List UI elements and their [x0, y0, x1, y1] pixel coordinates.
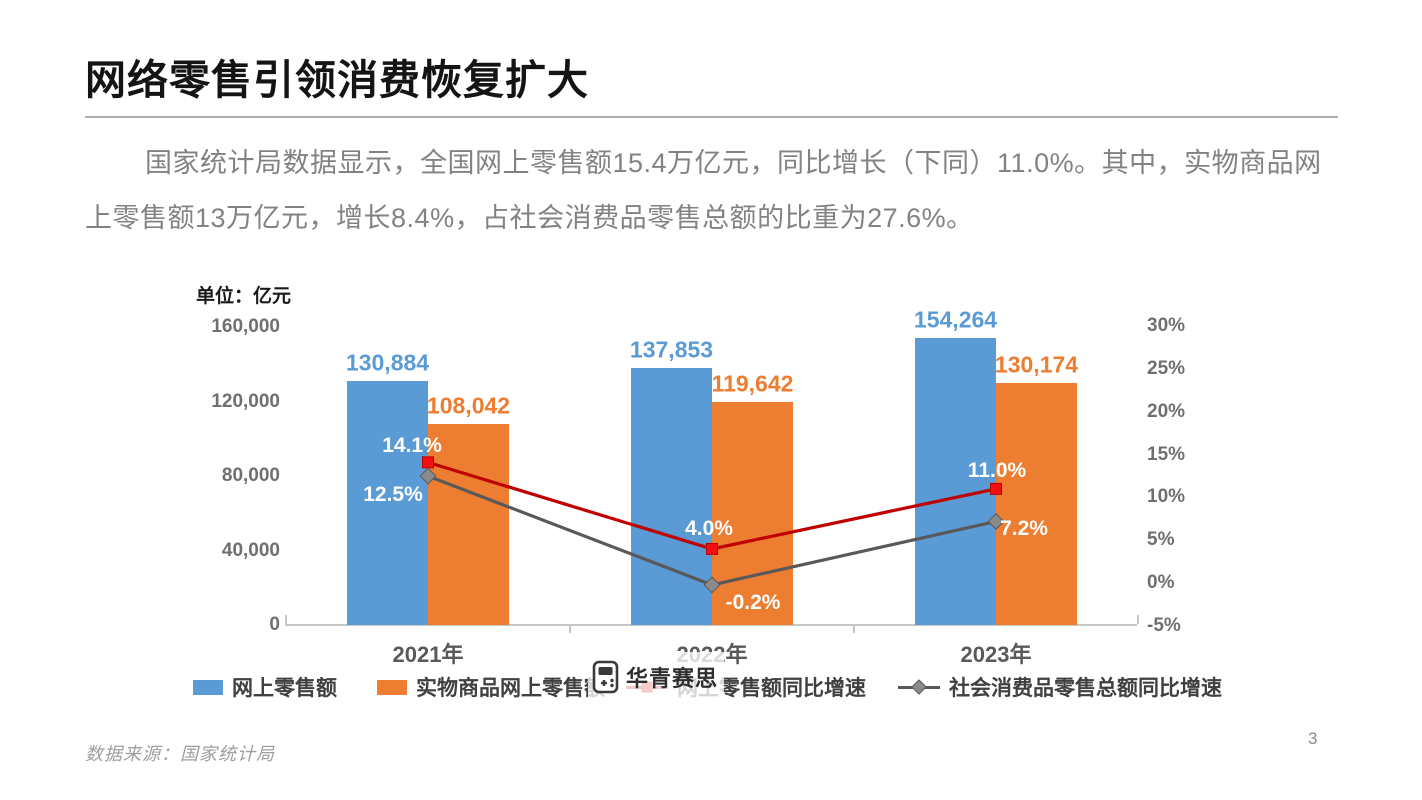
left-axis-tick-label: 40,000 — [221, 539, 280, 561]
line-point-label: 14.1% — [382, 434, 442, 458]
title-divider — [85, 116, 1338, 118]
right-axis-tick-label: 5% — [1147, 529, 1175, 551]
line-point-label: 4.0% — [685, 516, 733, 540]
chart-legend: 网上零售额 实物商品网上零售额 网上零售额同比增速 社会消费品零售总额同比增速 — [0, 672, 1422, 704]
watermark: 华青赛思 — [588, 652, 725, 702]
bar-value-label: 137,853 — [629, 336, 714, 363]
right-axis-tick-label: 0% — [1147, 572, 1175, 594]
line-point-label: -0.2% — [725, 590, 781, 614]
summary-paragraph: 国家统计局数据显示，全国网上零售额15.4万亿元，同比增长（下同）11.0%。其… — [85, 148, 1322, 233]
legend-swatch-bar — [193, 679, 223, 695]
calculator-logo-icon — [592, 659, 619, 695]
x-axis-line — [285, 624, 1137, 626]
page-number: 3 — [1308, 729, 1318, 748]
x-axis-tick — [285, 615, 287, 624]
x-axis-category-label: 2023年 — [960, 642, 1032, 667]
right-axis-tick-label: 30% — [1147, 315, 1186, 336]
x-axis-category-label: 2021年 — [392, 642, 464, 667]
line-point-label: 11.0% — [967, 458, 1027, 482]
left-axis-tick-label: 0 — [269, 614, 280, 635]
chart-unit-label: 单位：亿元 — [196, 286, 292, 307]
watermark-text: 华青赛思 — [626, 666, 719, 691]
bar-value-label: 154,264 — [913, 306, 998, 333]
legend-label: 社会消费品零售总额同比增速 — [949, 677, 1222, 700]
legend-label: 网上零售额同比增速 — [677, 677, 866, 700]
legend-label: 实物商品网上零售额 — [416, 677, 605, 700]
bar-value-label: 130,884 — [345, 349, 430, 376]
right-axis-tick-label: 20% — [1147, 400, 1186, 422]
data-source-note: 数据来源：国家统计局 — [85, 744, 275, 764]
bar-value-label: 130,174 — [994, 351, 1079, 378]
bar-value-label: 108,042 — [426, 392, 511, 419]
x-axis-tick — [569, 626, 571, 633]
x-axis-tick — [853, 626, 855, 633]
page-title: 网络零售引领消费恢复扩大 — [85, 57, 589, 103]
legend-item-实物商品网上零售额: 实物商品网上零售额 — [377, 672, 605, 702]
legend-item-网上零售额: 网上零售额 — [193, 672, 337, 702]
x-axis-tick — [1137, 615, 1139, 624]
legend-label: 网上零售额 — [232, 677, 337, 700]
diamond-marker — [911, 679, 927, 695]
legend-swatch-line — [898, 679, 940, 695]
line-point-label: 12.5% — [363, 483, 423, 507]
line-point-label: 7.2% — [1000, 517, 1048, 541]
bar-网上零售额 — [631, 368, 712, 625]
bar-value-label: 119,642 — [711, 370, 794, 397]
right-axis-tick-label: 10% — [1147, 486, 1186, 508]
right-axis-tick-label: 15% — [1147, 443, 1186, 465]
bar-网上零售额 — [347, 381, 428, 625]
right-axis-tick-label: -5% — [1147, 614, 1181, 636]
left-axis-tick-label: 120,000 — [211, 390, 280, 412]
legend-swatch-bar — [377, 679, 407, 695]
bar-实物商品网上零售额 — [996, 382, 1077, 625]
left-axis-tick-label: 160,000 — [211, 316, 280, 337]
legend-item-社会消费品零售总额同比增速: 社会消费品零售总额同比增速 — [898, 672, 1222, 702]
right-axis-tick-label: 25% — [1147, 357, 1186, 379]
left-axis-tick-label: 80,000 — [221, 465, 280, 486]
